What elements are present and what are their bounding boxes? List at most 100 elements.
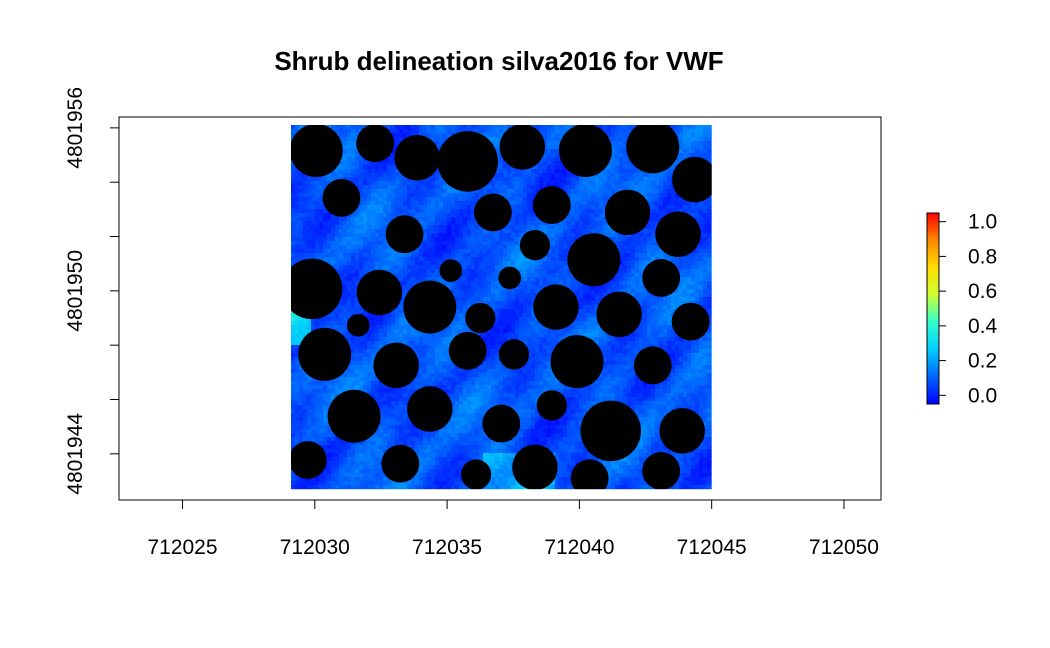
heatmap-cell bbox=[702, 245, 708, 250]
heatmap-cell bbox=[498, 157, 504, 162]
heatmap-cell bbox=[698, 261, 704, 266]
heatmap-cell bbox=[498, 229, 504, 234]
heatmap-cell bbox=[646, 229, 652, 234]
heatmap-cell bbox=[522, 173, 528, 178]
heatmap-cell bbox=[354, 173, 360, 178]
heatmap-cell bbox=[430, 253, 436, 258]
heatmap-cell bbox=[418, 129, 424, 134]
heatmap-cell bbox=[342, 281, 348, 286]
heatmap-cell bbox=[702, 261, 708, 266]
heatmap-cell bbox=[678, 197, 684, 202]
heatmap-cell bbox=[390, 169, 396, 174]
heatmap-cell bbox=[358, 269, 364, 274]
heatmap-cell bbox=[694, 301, 700, 306]
heatmap-cell bbox=[350, 245, 356, 250]
heatmap-cell bbox=[342, 153, 348, 158]
heatmap-cell bbox=[434, 241, 440, 246]
heatmap-cell bbox=[386, 185, 392, 190]
heatmap-cell bbox=[570, 225, 576, 230]
heatmap-cell bbox=[434, 237, 440, 242]
heatmap-cell bbox=[294, 125, 300, 130]
heatmap-cell bbox=[374, 249, 380, 254]
heatmap-cell bbox=[546, 173, 552, 178]
heatmap-cell bbox=[470, 213, 476, 218]
heatmap-cell bbox=[330, 253, 336, 258]
heatmap-cell bbox=[558, 225, 564, 230]
heatmap-cell bbox=[686, 145, 692, 150]
heatmap-cell bbox=[662, 305, 668, 310]
heatmap-cell bbox=[698, 301, 704, 306]
heatmap-cell bbox=[322, 233, 328, 238]
heatmap-cell bbox=[402, 277, 408, 282]
heatmap-cell bbox=[418, 197, 424, 202]
heatmap-cell bbox=[294, 245, 300, 250]
heatmap-cell bbox=[514, 241, 520, 246]
heatmap-cell bbox=[662, 257, 668, 262]
heatmap-cell bbox=[390, 161, 396, 166]
heatmap-cell bbox=[590, 201, 596, 206]
heatmap-cell bbox=[618, 181, 624, 186]
heatmap-cell bbox=[398, 281, 404, 286]
heatmap-cell bbox=[290, 213, 296, 218]
heatmap-cell bbox=[578, 181, 584, 186]
heatmap-cell bbox=[614, 241, 620, 246]
heatmap-cell bbox=[386, 157, 392, 162]
heatmap-cell bbox=[630, 253, 636, 258]
heatmap-cell bbox=[306, 177, 312, 182]
heatmap-cell bbox=[702, 125, 708, 130]
heatmap-cell bbox=[302, 213, 308, 218]
heatmap-cell bbox=[578, 289, 584, 294]
heatmap-cell bbox=[382, 161, 388, 166]
heatmap-cell bbox=[546, 157, 552, 162]
heatmap-cell bbox=[350, 301, 356, 306]
heatmap-cell bbox=[534, 285, 540, 290]
heatmap-cell bbox=[710, 249, 712, 254]
heatmap-cell bbox=[706, 301, 712, 306]
heatmap-cell bbox=[702, 229, 708, 234]
heatmap-cell bbox=[602, 233, 608, 238]
heatmap-cell bbox=[414, 201, 420, 206]
heatmap-cell bbox=[654, 301, 660, 306]
heatmap-cell bbox=[446, 245, 452, 250]
heatmap-cell bbox=[358, 237, 364, 242]
heatmap-cell bbox=[386, 249, 392, 254]
heatmap-cell bbox=[298, 253, 304, 258]
heatmap-cell bbox=[494, 141, 500, 146]
heatmap-cell bbox=[338, 137, 344, 142]
heatmap-cell bbox=[586, 293, 592, 298]
heatmap-cell bbox=[454, 289, 460, 294]
heatmap-cell bbox=[530, 261, 536, 266]
heatmap-cell bbox=[578, 301, 584, 306]
heatmap-cell bbox=[454, 205, 460, 210]
heatmap-cell bbox=[362, 221, 368, 226]
heatmap-cell bbox=[530, 173, 536, 178]
heatmap-cell bbox=[698, 153, 704, 158]
heatmap-cell bbox=[366, 161, 372, 166]
heatmap-cell bbox=[434, 229, 440, 234]
heatmap-cell bbox=[438, 197, 444, 202]
heatmap-cell bbox=[402, 269, 408, 274]
heatmap-cell bbox=[670, 193, 676, 198]
heatmap-cell bbox=[642, 261, 648, 266]
heatmap-cell bbox=[570, 193, 576, 198]
heatmap-cell bbox=[614, 157, 620, 162]
heatmap-cell bbox=[290, 193, 296, 198]
heatmap-cell bbox=[618, 245, 624, 250]
heatmap-cell bbox=[554, 181, 560, 186]
heatmap-cell bbox=[510, 169, 516, 174]
heatmap-cell bbox=[698, 289, 704, 294]
heatmap-cell bbox=[702, 285, 708, 290]
heatmap-cell bbox=[686, 129, 692, 134]
heatmap-cell bbox=[450, 193, 456, 198]
heatmap-cell bbox=[638, 173, 644, 178]
heatmap-cell bbox=[650, 217, 656, 222]
heatmap-cell bbox=[514, 201, 520, 206]
heatmap-cell bbox=[562, 265, 568, 270]
heatmap-cell bbox=[374, 201, 380, 206]
heatmap-cell bbox=[622, 141, 628, 146]
heatmap-cell bbox=[646, 237, 652, 242]
heatmap-cell bbox=[506, 257, 512, 262]
heatmap-cell bbox=[618, 285, 624, 290]
heatmap-cell bbox=[294, 257, 300, 262]
heatmap-cell bbox=[514, 261, 520, 266]
